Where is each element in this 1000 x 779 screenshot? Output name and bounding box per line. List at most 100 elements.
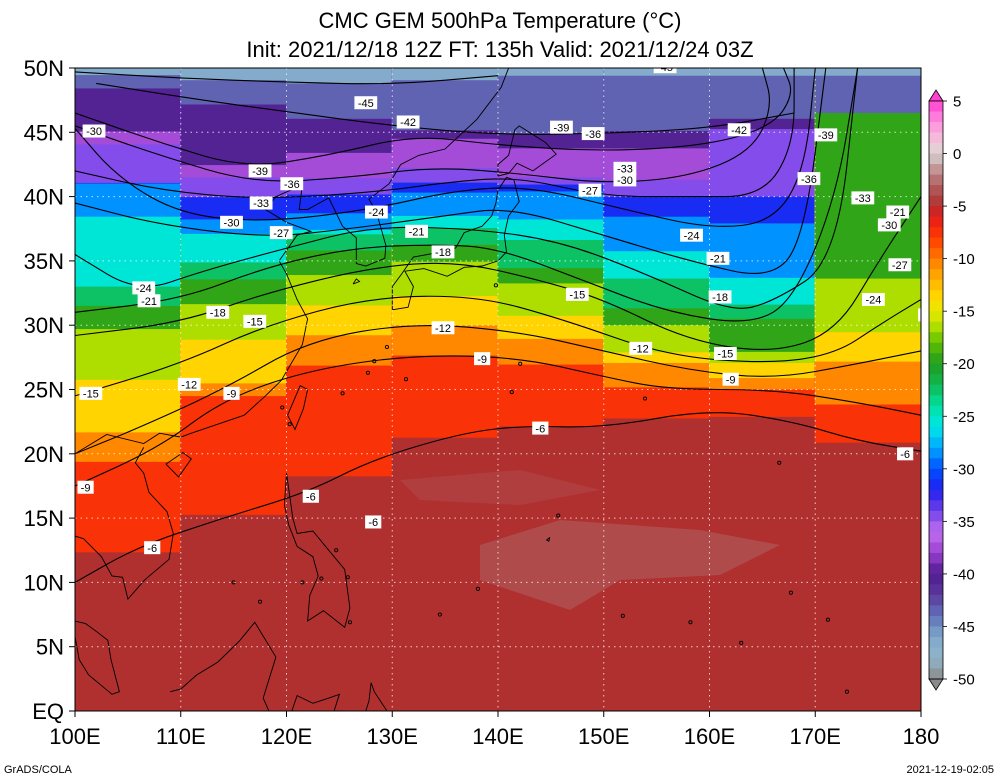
contour-label-text: -15 [83,389,99,401]
lon-label: 180 [903,724,940,749]
colorbar-label: -50 [953,672,975,689]
contour-label-text: -27 [273,228,289,240]
contour-label-text: -15 [976,345,992,357]
colorbar-label: -5 [953,199,966,216]
contour-label: -30 [220,215,243,230]
contour-label-text: -30 [86,126,102,138]
colorbar-swatch [929,489,943,501]
colorbar-label: 0 [953,146,961,163]
colorbar-label: -30 [953,461,975,478]
contour-label: -6 [897,447,914,461]
contour-label: -21 [886,205,910,219]
contour-label-text: -12 [633,344,649,356]
contour-label: -33 [851,191,875,205]
colorbar-swatch [929,594,943,606]
colorbar-swatch [929,290,943,302]
colorbar-swatch [929,122,943,133]
colorbar-swatch [929,636,943,648]
isotherm--15 [75,295,921,397]
lon-label: 130E [367,724,418,749]
colorbar-swatch [929,584,943,596]
colorbar-swatch [929,101,943,112]
isotherm--30 [75,68,816,227]
isotherm--21 [75,68,859,322]
contour-label: -30 [613,173,637,187]
colorbar-swatch [929,153,943,165]
coastlines [75,68,850,711]
lon-label: 160E [684,724,735,749]
contour-label: -21 [137,294,161,308]
colorbar-swatch [929,605,943,617]
contour-label-text: -15 [717,349,733,361]
contour-label: -6 [144,541,161,555]
colorbar-label: -10 [953,251,975,268]
colorbar-label: -20 [953,356,975,373]
contour-label: -33 [613,161,637,176]
contour-label-text: -9 [81,482,91,494]
contour-label: -24 [364,205,388,219]
map-title: CMC GEM 500hPa Temperature (°C) [318,8,682,33]
contour-label-text: -30 [617,175,633,187]
contour-label-text: -18 [210,308,226,320]
colorbar-swatch [929,447,943,459]
contour-label: -27 [269,226,293,240]
contour-label-text: -33 [855,193,871,205]
colorbar-swatch [929,332,943,344]
contour-label-text: -36 [801,174,817,186]
contour-label-text: -18 [712,292,728,304]
colorbar-label: -15 [953,304,975,321]
isotherm--45 [75,71,499,85]
isotherm--36 [75,68,770,183]
colorbar-swatch [929,321,943,333]
contour-label-text: -24 [865,295,881,307]
contour-label-text: -36 [585,129,601,141]
colorbar-swatch [929,657,943,669]
contour-label-text: -12 [435,323,451,335]
contour-label: -9 [77,480,94,494]
colorbar-swatch [929,384,943,396]
colorbar-swatch [929,353,943,365]
contour-label-text: -24 [368,207,384,219]
credit-label: GrADS/COLA [4,764,72,776]
contour-label: -18 [708,290,732,304]
colorbar-swatch [929,206,943,217]
contour-label-text: -9 [726,374,736,386]
timestamp-label: 2021-12-19-02:05 [906,764,994,776]
lon-label: 120E [261,724,312,749]
isotherm--9 [75,355,921,487]
contour-label: -12 [431,321,455,335]
contour-label-text: -6 [900,449,910,461]
contour-label-text: -18 [435,247,451,259]
colorbar-swatch [929,227,943,239]
contour-label-text: -24 [684,230,700,242]
colorbar-label: 5 [953,94,961,111]
contour-label-text: -6 [368,517,378,529]
lon-label: 110E [156,724,206,749]
contour-label: -15 [79,386,103,401]
contour-label-text: -6 [535,423,545,435]
colorbar-swatch [929,269,943,281]
contour-label: -18 [431,245,455,259]
colorbar-swatch [929,668,943,680]
contour-label: -24 [132,281,156,295]
contour-label: -9 [474,352,491,366]
contour-label-text: -9 [227,389,237,401]
colorbar-swatch [929,363,943,375]
colorbar-label: -40 [953,566,975,583]
colorbar-swatch [929,500,943,512]
contour-label: -21 [706,251,730,266]
contour-label: -15 [243,314,267,329]
longitude-axis-labels: 100E 110E 120E 130E 140E 150E 160E 170E 180 [49,711,939,749]
lat-label: 30N [24,313,64,338]
colorbar-swatch [929,479,943,491]
colorbar-swatch [929,195,943,207]
colorbar-label: -25 [953,409,975,426]
colorbar-swatch [929,164,943,175]
colorbar-swatch [929,426,943,438]
contour-label: -18 [918,308,921,322]
contour-label-text: -21 [710,254,726,266]
contour-label-text: -12 [181,380,197,392]
contour-label-text: -21 [409,227,425,239]
contour-label-text: -33 [617,164,633,176]
